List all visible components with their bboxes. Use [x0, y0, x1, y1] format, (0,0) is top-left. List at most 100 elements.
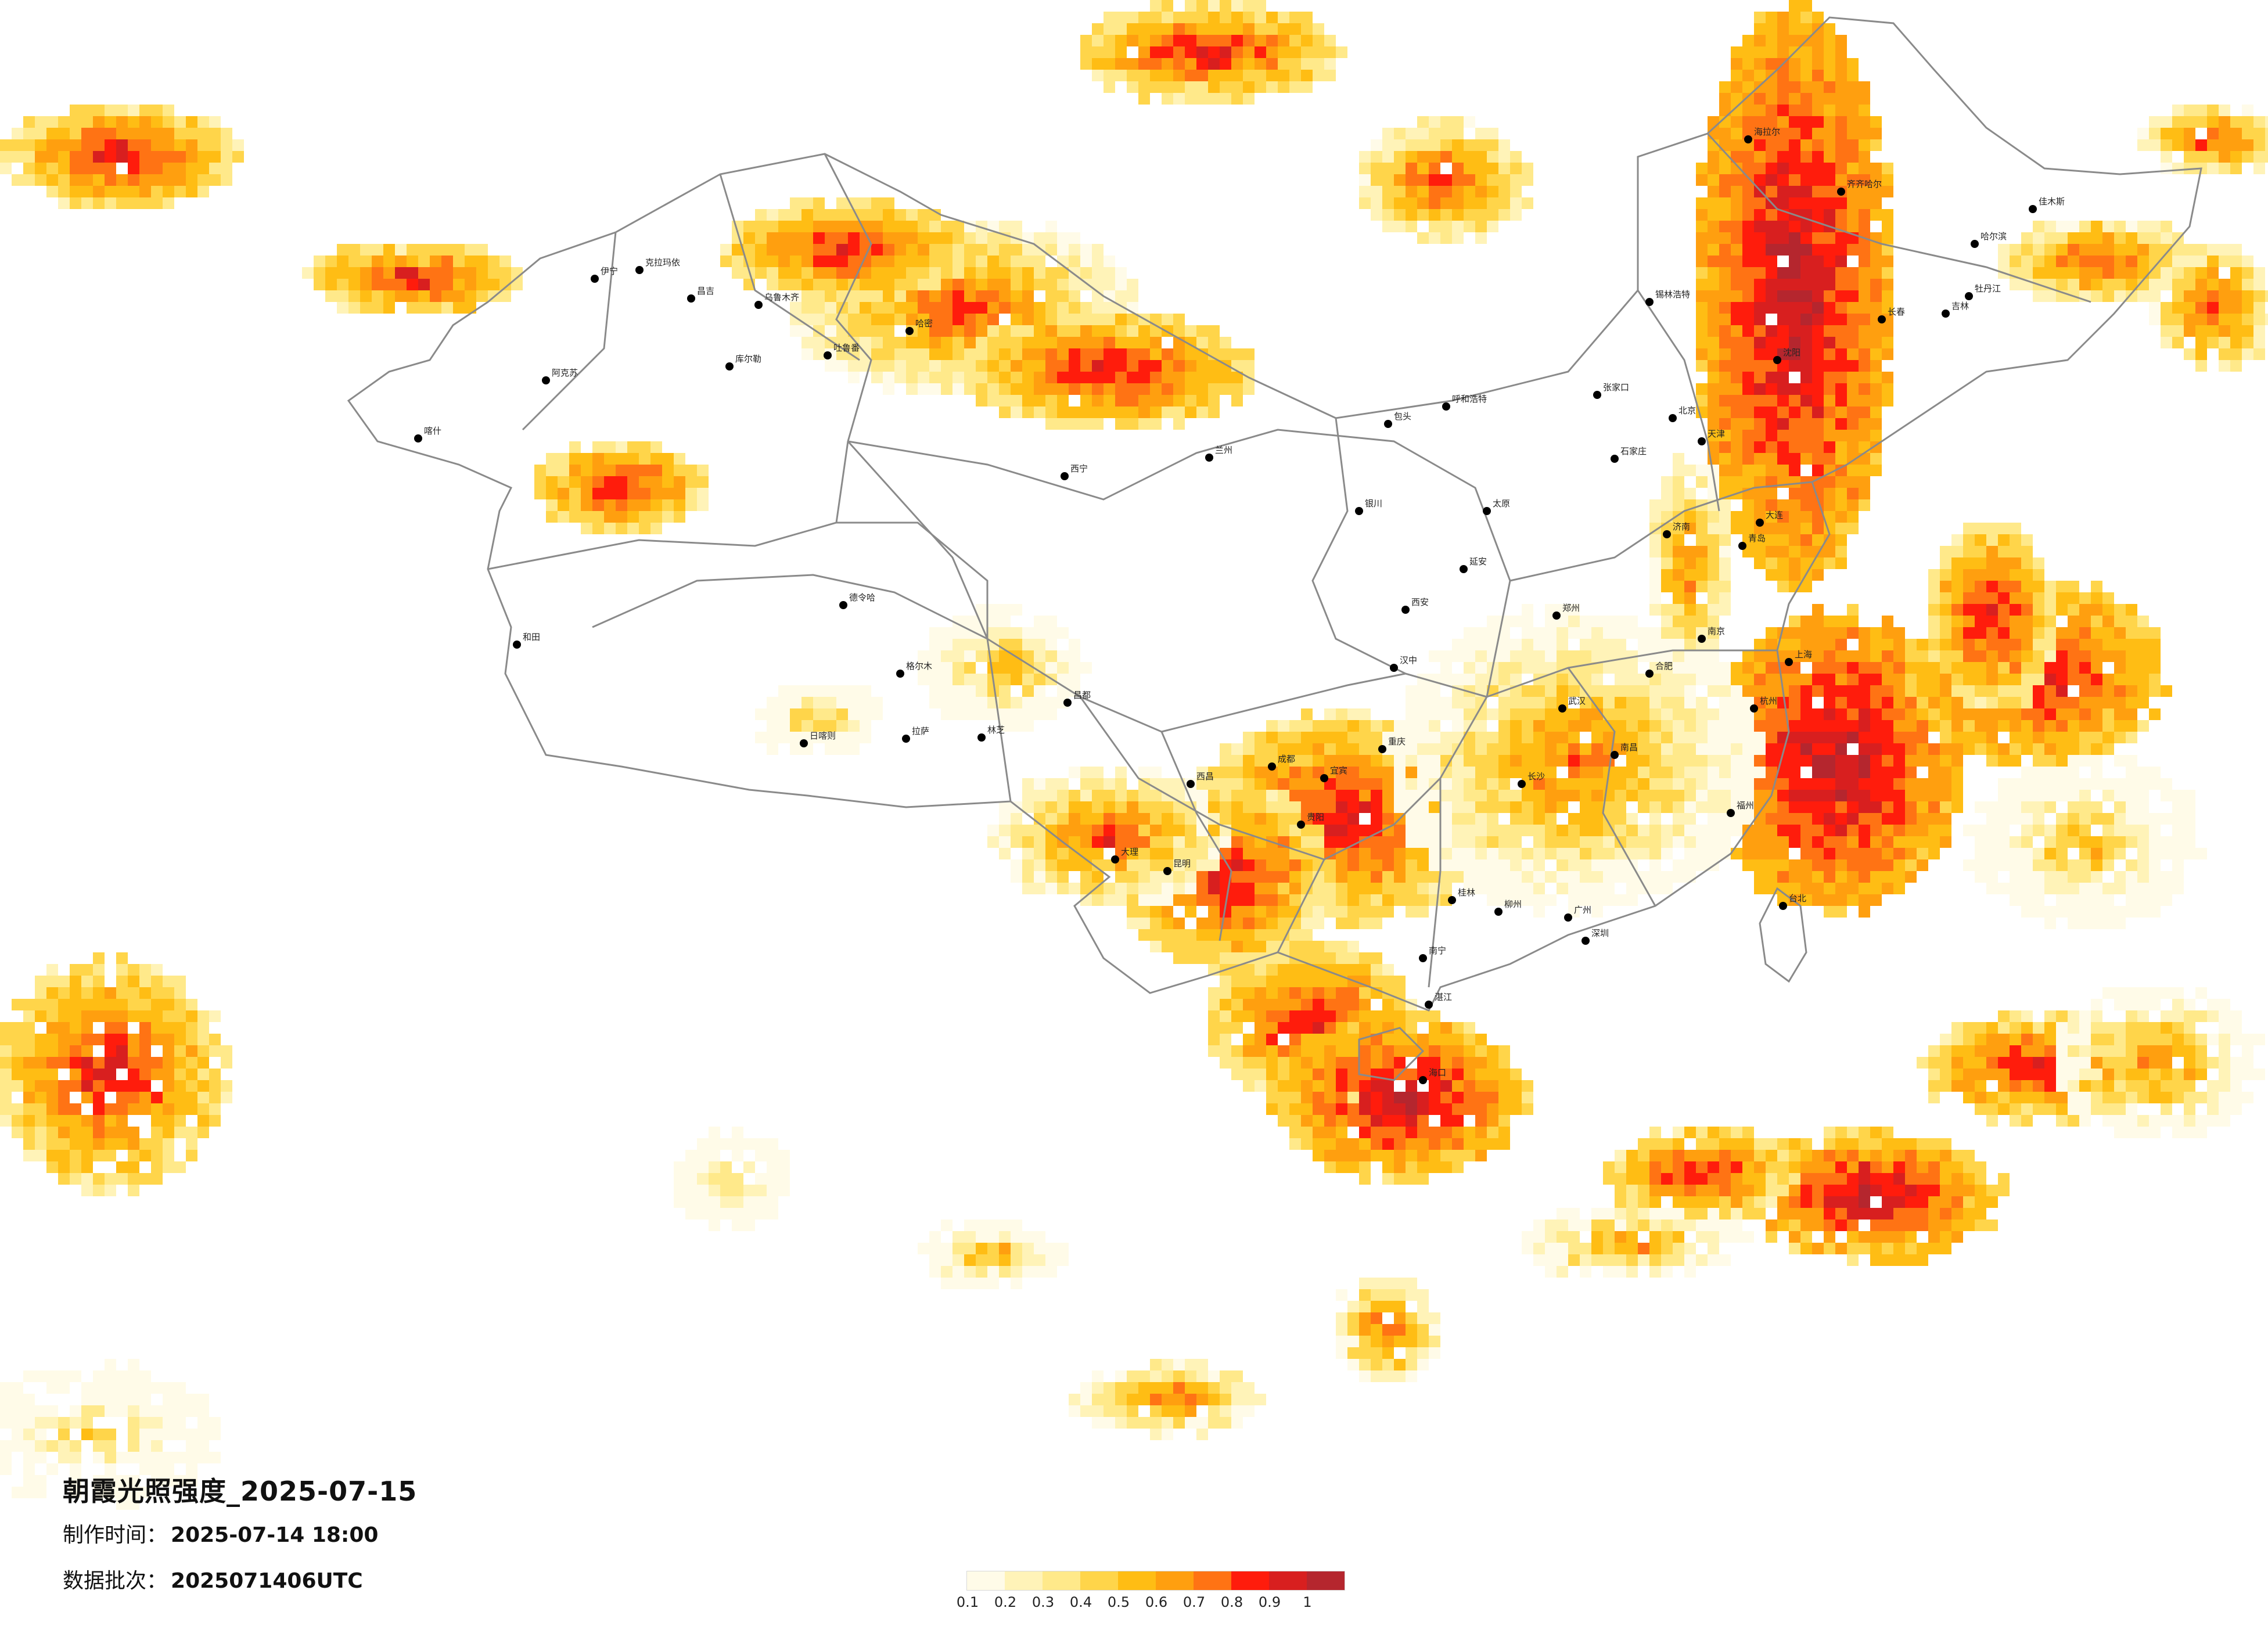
intensity-cell — [1754, 174, 1766, 186]
intensity-cell — [1882, 325, 1893, 337]
intensity-cell — [1963, 708, 1975, 720]
intensity-cell — [1708, 151, 1719, 163]
intensity-cell — [1917, 674, 1928, 685]
intensity-cell — [1812, 337, 1824, 348]
intensity-cell — [1742, 105, 1754, 116]
intensity-cell — [2137, 674, 2149, 685]
intensity-cell — [1859, 221, 1870, 232]
intensity-cell — [1882, 732, 1893, 743]
intensity-cell — [1812, 46, 1824, 58]
intensity-cell — [1800, 186, 1812, 197]
intensity-cell — [2044, 662, 2056, 674]
intensity-cell — [1824, 813, 1835, 825]
intensity-cell — [1928, 801, 1940, 813]
intensity-cell — [2068, 662, 2079, 674]
intensity-cell — [1708, 406, 1719, 418]
intensity-cell — [1824, 81, 1835, 93]
intensity-cell — [1824, 616, 1835, 627]
intensity-cell — [1777, 302, 1789, 314]
intensity-cell — [1789, 93, 1800, 105]
intensity-cell — [1893, 639, 1905, 650]
intensity-cell — [1777, 406, 1789, 418]
intensity-cell — [1766, 801, 1777, 813]
intensity-cell — [2126, 627, 2137, 639]
intensity-cell — [2021, 708, 2033, 720]
intensity-cell — [1951, 708, 1963, 720]
intensity-cell — [1835, 627, 1847, 639]
intensity-cell — [1859, 639, 1870, 650]
intensity-cell — [1708, 360, 1719, 372]
intensity-cell — [2068, 616, 2079, 627]
intensity-cell — [2056, 674, 2068, 685]
intensity-cell — [1835, 337, 1847, 348]
intensity-cell — [1708, 290, 1719, 302]
intensity-cell — [1882, 848, 1893, 859]
intensity-cell — [1905, 836, 1917, 848]
intensity-cell — [1812, 139, 1824, 151]
intensity-cell — [1708, 186, 1719, 197]
intensity-cell — [1824, 557, 1835, 569]
intensity-cell — [2010, 720, 2021, 732]
intensity-cell — [1859, 406, 1870, 418]
intensity-cell — [1789, 314, 1800, 325]
intensity-cell — [1742, 499, 1754, 511]
intensity-cell — [1847, 883, 1859, 894]
intensity-cell — [1905, 859, 1917, 871]
intensity-cell — [1940, 778, 1951, 790]
intensity-cell — [1882, 337, 1893, 348]
intensity-cell — [1789, 801, 1800, 813]
intensity-cell — [1835, 650, 1847, 662]
intensity-cell — [1800, 128, 1812, 139]
intensity-cell — [1777, 186, 1789, 197]
intensity-cell — [1731, 139, 1742, 151]
intensity-cell — [2056, 743, 2068, 755]
intensity-cell — [1835, 755, 1847, 767]
intensity-cell — [1812, 128, 1824, 139]
intensity-cell — [1812, 116, 1824, 128]
intensity-cell — [2137, 639, 2149, 650]
intensity-cell — [1777, 430, 1789, 441]
intensity-cell — [1754, 314, 1766, 325]
intensity-cell — [1870, 743, 1882, 755]
intensity-cell — [1859, 465, 1870, 476]
intensity-cell — [1847, 93, 1859, 105]
intensity-cell — [1859, 499, 1870, 511]
intensity-cell — [1800, 848, 1812, 859]
intensity-cell — [1824, 337, 1835, 348]
intensity-cell — [1824, 290, 1835, 302]
intensity-cell — [1824, 372, 1835, 383]
intensity-cell — [1917, 720, 1928, 732]
intensity-cell — [1754, 499, 1766, 511]
intensity-cell — [1696, 221, 1708, 232]
intensity-cell — [1731, 128, 1742, 139]
intensity-cell — [2056, 697, 2068, 708]
intensity-cell — [1696, 209, 1708, 221]
intensity-cell — [2137, 697, 2149, 708]
intensity-cell — [1766, 35, 1777, 46]
intensity-cell — [1800, 197, 1812, 209]
intensity-cell — [2056, 720, 2068, 732]
intensity-cell — [1766, 139, 1777, 151]
intensity-cell — [1789, 557, 1800, 569]
intensity-cell — [1847, 697, 1859, 708]
intensity-cell — [1882, 395, 1893, 406]
intensity-cell — [1777, 267, 1789, 279]
intensity-cell — [1917, 778, 1928, 790]
intensity-cell — [1917, 825, 1928, 836]
intensity-cell — [1847, 430, 1859, 441]
intensity-cell — [1882, 767, 1893, 778]
intensity-cell — [1812, 197, 1824, 209]
intensity-cell — [1975, 720, 1986, 732]
intensity-cell — [1777, 441, 1789, 453]
intensity-cell — [1824, 627, 1835, 639]
intensity-cell — [1812, 256, 1824, 267]
intensity-cell — [1777, 836, 1789, 848]
intensity-cell — [1742, 186, 1754, 197]
intensity-cell — [1870, 290, 1882, 302]
intensity-cell — [1870, 418, 1882, 430]
intensity-cell — [1835, 708, 1847, 720]
intensity-cell — [2056, 732, 2068, 743]
intensity-cell — [2010, 743, 2021, 755]
intensity-cell — [1754, 325, 1766, 337]
intensity-cell — [1766, 546, 1777, 557]
